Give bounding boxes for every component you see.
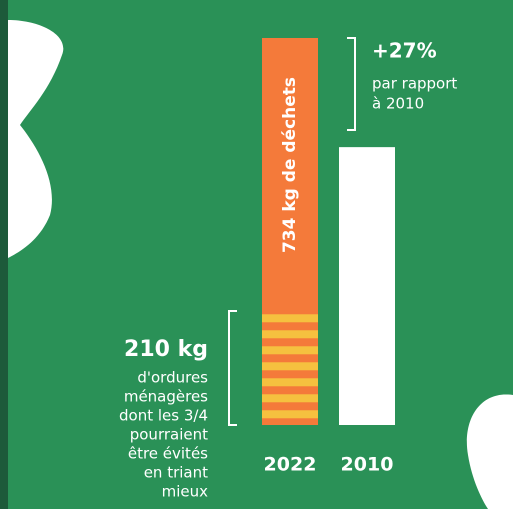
bracket: [347, 37, 356, 131]
annotation-label: +27%: [372, 39, 437, 63]
stripe: [262, 370, 318, 379]
x-tick-label: 2022: [264, 454, 317, 476]
petal: [466, 394, 513, 509]
stripe: [262, 338, 318, 347]
stripe: [262, 402, 318, 411]
stripe: [262, 322, 318, 331]
value-label: 734 kg de déchets: [280, 77, 300, 253]
stripe: [262, 418, 318, 425]
annotation-label: 210 kg: [124, 337, 208, 362]
stripe: [262, 354, 318, 363]
annotation-text: pourraient: [130, 426, 208, 444]
annotation-text: à 2010: [372, 95, 424, 113]
annotation-text: par rapport: [372, 75, 457, 93]
x-tick-label: 2010: [341, 454, 394, 476]
side-strip: [0, 0, 8, 509]
annotation-text: en triant: [144, 464, 208, 482]
annotation-text: être évités: [128, 445, 208, 463]
bracket: [228, 310, 237, 426]
annotation-text: ménagères: [124, 388, 208, 406]
stripe: [262, 386, 318, 395]
annotation-text: dont les 3/4: [119, 407, 208, 425]
bar: [339, 147, 395, 425]
petal: [8, 20, 64, 258]
annotation-text: d'ordures: [137, 369, 208, 387]
annotation-text: mieux: [162, 483, 209, 501]
